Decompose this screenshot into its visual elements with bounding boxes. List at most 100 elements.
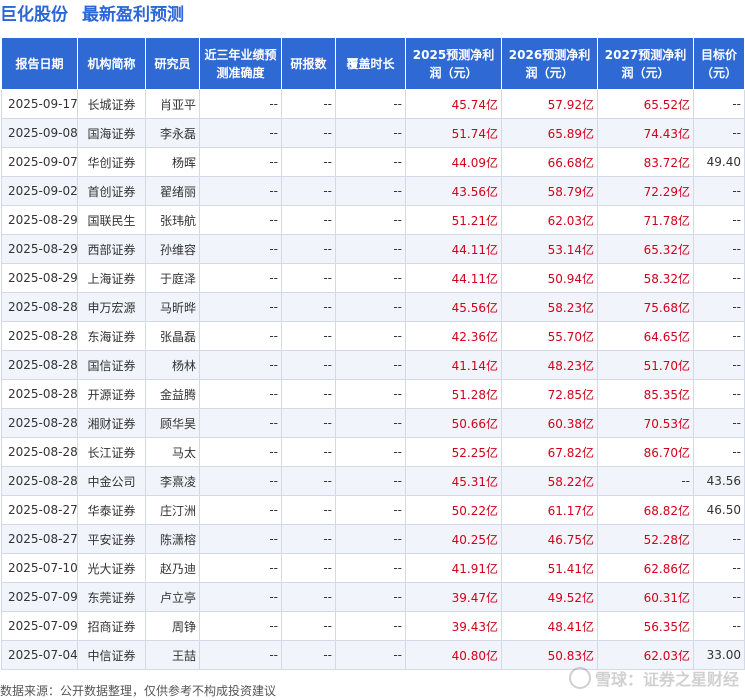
table-row[interactable]: 2025-09-17 长城证券 肖亚平 -- -- -- 45.74亿 57.92亿 65.52…: [1, 89, 745, 119]
forecast-2025-cell: 44.11亿: [405, 263, 502, 293]
institution-cell: 首创证券: [77, 176, 146, 206]
forecast-2026-cell: 67.82亿: [501, 437, 598, 467]
target-price-cell: --: [693, 89, 745, 119]
table-row[interactable]: 2025-07-09 东莞证券 卢立亭 -- -- -- 39.47亿 49.52亿 60.31…: [1, 582, 745, 612]
analyst-cell: 李熹凌: [145, 466, 200, 496]
column-header[interactable]: 覆盖时长: [335, 37, 406, 90]
accuracy-cell: --: [199, 466, 282, 496]
forecast-2026-cell: 50.94亿: [501, 263, 598, 293]
table-row[interactable]: 2025-08-28 湘财证券 顾华昊 -- -- -- 50.66亿 60.38亿 70.53…: [1, 408, 745, 438]
report-count-cell: --: [281, 321, 336, 351]
table-row[interactable]: 2025-08-28 申万宏源 马昕晔 -- -- -- 45.56亿 58.23亿 75.68…: [1, 292, 745, 322]
report-date-cell: 2025-07-09: [1, 611, 78, 641]
forecast-2025-cell: 51.74亿: [405, 118, 502, 148]
table-row[interactable]: 2025-07-04 中信证券 王喆 -- -- -- 40.80亿 50.83亿 62.03亿…: [1, 640, 745, 670]
report-count-cell: --: [281, 379, 336, 409]
column-header[interactable]: 机构简称: [77, 37, 146, 90]
column-header[interactable]: 近三年业绩预测准确度: [199, 37, 282, 90]
report-date-cell: 2025-08-29: [1, 234, 78, 264]
table-row[interactable]: 2025-08-29 西部证券 孙维容 -- -- -- 44.11亿 53.14亿 65.32…: [1, 234, 745, 264]
forecast-2026-cell: 62.03亿: [501, 205, 598, 235]
target-price-cell: --: [693, 611, 745, 641]
target-price-cell: 43.56: [693, 466, 745, 496]
institution-cell: 招商证券: [77, 611, 146, 641]
report-date-cell: 2025-09-08: [1, 118, 78, 148]
forecast-2027-cell: 75.68亿: [597, 292, 694, 322]
forecast-2026-cell: 58.22亿: [501, 466, 598, 496]
analyst-cell: 金益腾: [145, 379, 200, 409]
report-date-cell: 2025-08-28: [1, 408, 78, 438]
analyst-cell: 肖亚平: [145, 89, 200, 119]
column-header[interactable]: 研报数: [281, 37, 336, 90]
accuracy-cell: --: [199, 292, 282, 322]
forecast-2027-cell: 65.52亿: [597, 89, 694, 119]
table-row[interactable]: 2025-09-02 首创证券 翟绪丽 -- -- -- 43.56亿 58.79亿 72.29…: [1, 176, 745, 206]
analyst-cell: 孙维容: [145, 234, 200, 264]
accuracy-cell: --: [199, 263, 282, 293]
report-date-cell: 2025-08-28: [1, 321, 78, 351]
column-header[interactable]: 报告日期: [1, 37, 78, 90]
target-price-cell: --: [693, 408, 745, 438]
table-row[interactable]: 2025-07-10 光大证券 赵乃迪 -- -- -- 41.91亿 51.41亿 62.86…: [1, 553, 745, 583]
forecast-table: 报告日期 机构简称 研究员 近三年业绩预测准确度 研报数 覆盖时长 2025预测…: [1, 37, 745, 670]
column-header[interactable]: 目标价（元）: [693, 37, 745, 90]
analyst-cell: 陈潇榕: [145, 524, 200, 554]
target-price-cell: --: [693, 292, 745, 322]
report-count-cell: --: [281, 611, 336, 641]
brand-logo: 雪球：证券之星财经: [568, 666, 739, 690]
table-row[interactable]: 2025-08-28 中金公司 李熹凌 -- -- -- 45.31亿 58.22亿 -- 43.…: [1, 466, 745, 496]
table-row[interactable]: 2025-08-28 开源证券 金益腾 -- -- -- 51.28亿 72.85亿 85.35…: [1, 379, 745, 409]
forecast-2027-cell: 74.43亿: [597, 118, 694, 148]
column-header[interactable]: 2026预测净利润（元）: [501, 37, 598, 90]
report-date-cell: 2025-08-27: [1, 524, 78, 554]
forecast-2027-cell: 65.32亿: [597, 234, 694, 264]
forecast-2026-cell: 50.83亿: [501, 640, 598, 670]
accuracy-cell: --: [199, 437, 282, 467]
table-row[interactable]: 2025-09-07 华创证券 杨晖 -- -- -- 44.09亿 66.68亿 83.72亿…: [1, 147, 745, 177]
table-row[interactable]: 2025-08-28 东海证券 张晶磊 -- -- -- 42.36亿 55.70亿 64.65…: [1, 321, 745, 351]
report-date-cell: 2025-08-27: [1, 495, 78, 525]
forecast-2026-cell: 61.17亿: [501, 495, 598, 525]
institution-cell: 长江证券: [77, 437, 146, 467]
institution-cell: 中信证券: [77, 640, 146, 670]
forecast-2025-cell: 50.22亿: [405, 495, 502, 525]
forecast-2027-cell: --: [597, 466, 694, 496]
institution-cell: 中金公司: [77, 466, 146, 496]
forecast-2026-cell: 60.38亿: [501, 408, 598, 438]
forecast-2027-cell: 64.65亿: [597, 321, 694, 351]
forecast-2025-cell: 43.56亿: [405, 176, 502, 206]
report-date-cell: 2025-08-29: [1, 263, 78, 293]
table-row[interactable]: 2025-07-09 招商证券 周铮 -- -- -- 39.43亿 48.41亿 56.35亿…: [1, 611, 745, 641]
forecast-2027-cell: 85.35亿: [597, 379, 694, 409]
forecast-2025-cell: 44.11亿: [405, 234, 502, 264]
report-count-cell: --: [281, 466, 336, 496]
table-row[interactable]: 2025-08-27 平安证券 陈潇榕 -- -- -- 40.25亿 46.75亿 52.28…: [1, 524, 745, 554]
table-row[interactable]: 2025-08-29 上海证券 于庭泽 -- -- -- 44.11亿 50.94亿 58.32…: [1, 263, 745, 293]
table-row[interactable]: 2025-08-28 长江证券 马太 -- -- -- 52.25亿 67.82亿 86.70亿…: [1, 437, 745, 467]
report-count-cell: --: [281, 582, 336, 612]
table-row[interactable]: 2025-08-28 国信证券 杨林 -- -- -- 41.14亿 48.23亿 51.70亿…: [1, 350, 745, 380]
forecast-2025-cell: 42.36亿: [405, 321, 502, 351]
report-count-cell: --: [281, 640, 336, 670]
report-date-cell: 2025-07-09: [1, 582, 78, 612]
accuracy-cell: --: [199, 147, 282, 177]
forecast-2025-cell: 39.47亿: [405, 582, 502, 612]
coverage-cell: --: [335, 466, 406, 496]
analyst-cell: 于庭泽: [145, 263, 200, 293]
table-row[interactable]: 2025-08-27 华泰证券 庄汀洲 -- -- -- 50.22亿 61.17亿 68.82…: [1, 495, 745, 525]
forecast-2027-cell: 86.70亿: [597, 437, 694, 467]
page-subtitle: 最新盈利预测: [82, 5, 184, 25]
institution-cell: 长城证券: [77, 89, 146, 119]
report-count-cell: --: [281, 176, 336, 206]
report-date-cell: 2025-09-07: [1, 147, 78, 177]
column-header[interactable]: 2025预测净利润（元）: [405, 37, 502, 90]
column-header[interactable]: 研究员: [145, 37, 200, 90]
report-date-cell: 2025-07-04: [1, 640, 78, 670]
table-row[interactable]: 2025-09-08 国海证券 李永磊 -- -- -- 51.74亿 65.89亿 74.43…: [1, 118, 745, 148]
target-price-cell: 33.00: [693, 640, 745, 670]
report-date-cell: 2025-08-28: [1, 292, 78, 322]
report-count-cell: --: [281, 495, 336, 525]
accuracy-cell: --: [199, 234, 282, 264]
column-header[interactable]: 2027预测净利润（元）: [597, 37, 694, 90]
table-row[interactable]: 2025-08-29 国联民生 张玮航 -- -- -- 51.21亿 62.03亿 71.78…: [1, 205, 745, 235]
